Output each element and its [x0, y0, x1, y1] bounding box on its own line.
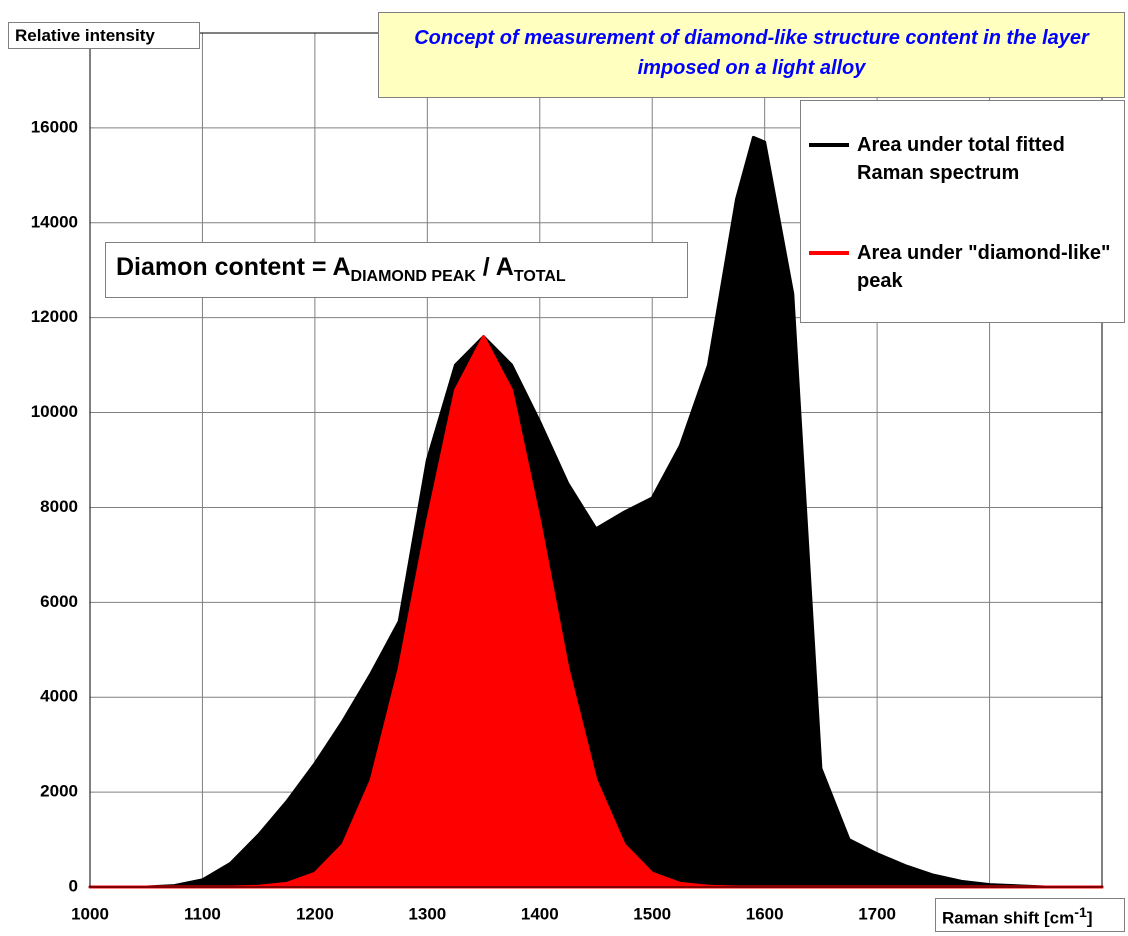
x-tick-label: 1300 [408, 904, 446, 923]
x-tick-label: 1200 [296, 904, 334, 923]
legend-entry: Area under total fitted Raman spectrum [809, 131, 1116, 187]
x-label-text: Raman shift [cm [942, 908, 1075, 928]
y-tick-label: 4000 [40, 687, 78, 706]
x-tick-label: 1600 [746, 904, 784, 923]
x-tick-label: 1100 [184, 904, 221, 923]
annotation-text: / A [475, 253, 514, 281]
y-tick-label: 6000 [40, 592, 78, 611]
y-tick-label: 14000 [31, 212, 78, 231]
annotation-sub: DIAMOND PEAK [350, 268, 476, 285]
legend-label: Area under total fitted Raman spectrum [857, 134, 1065, 184]
x-label-sup: -1 [1074, 905, 1087, 921]
chart-title: Concept of measurement of diamond-like s… [378, 12, 1125, 98]
y-tick-label: 8000 [40, 497, 78, 516]
y-tick-label: 10000 [31, 402, 78, 421]
annotation-sub: TOTAL [513, 268, 566, 285]
legend: Area under total fitted Raman spectrum Ar… [800, 100, 1125, 323]
legend-swatch [809, 251, 849, 255]
x-tick-label: 1000 [71, 904, 109, 923]
x-tick-label: 1500 [633, 904, 671, 923]
x-tick-label: 1700 [858, 904, 896, 923]
y-tick-label: 2000 [40, 782, 78, 801]
y-tick-label: 16000 [31, 117, 78, 136]
x-label-text: ] [1086, 908, 1093, 928]
annotation-text: Diamon content = A [116, 253, 351, 281]
y-tick-label: 0 [69, 876, 78, 895]
legend-entry: Area under "diamond-like" peak [809, 239, 1116, 295]
legend-swatch [809, 143, 849, 147]
legend-label: Area under "diamond-like" peak [857, 242, 1111, 292]
x-axis-label: Raman shift [cm-1] [935, 898, 1125, 932]
y-axis-label: Relative intensity [8, 22, 200, 49]
area [88, 135, 1104, 889]
x-tick-label: 1400 [521, 904, 559, 923]
annotation: Diamon content = ADIAMOND PEAK / ATOTAL [105, 242, 688, 298]
y-tick-label: 12000 [31, 307, 78, 326]
